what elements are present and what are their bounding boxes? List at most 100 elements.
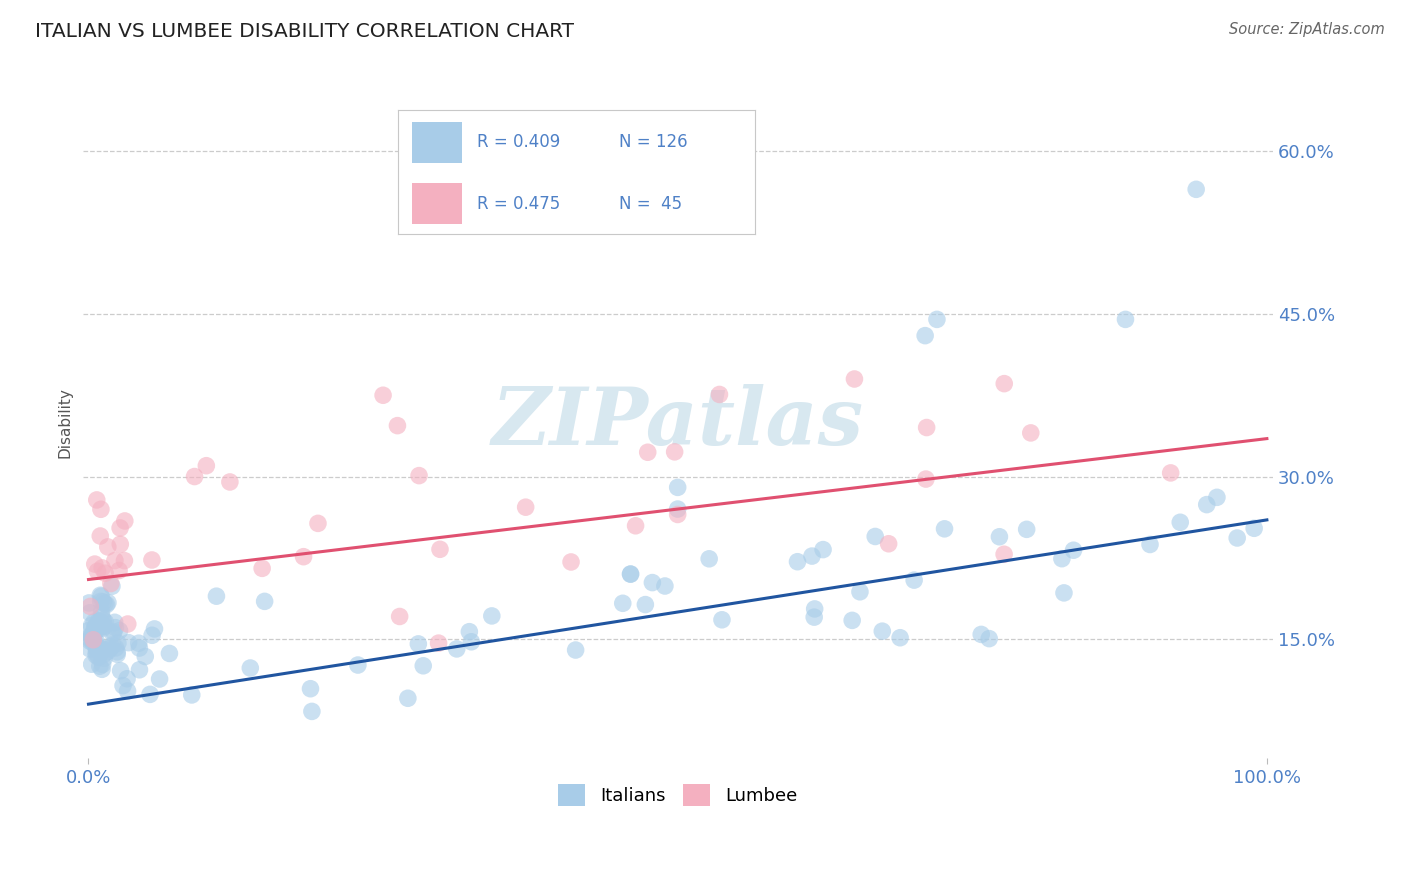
Point bbox=[86, 635, 108, 649]
Point bbox=[84, 621, 107, 635]
Point bbox=[371, 388, 394, 402]
Point bbox=[889, 631, 911, 645]
Point bbox=[93, 619, 115, 633]
Point bbox=[654, 579, 676, 593]
Point bbox=[301, 705, 323, 719]
Point bbox=[666, 502, 689, 516]
Point bbox=[91, 641, 114, 656]
Point bbox=[666, 480, 689, 494]
Point bbox=[841, 613, 863, 627]
Point bbox=[115, 672, 138, 686]
Point bbox=[108, 521, 131, 535]
Point bbox=[803, 602, 825, 616]
Point bbox=[219, 475, 242, 489]
Point bbox=[91, 595, 114, 609]
Point bbox=[619, 567, 641, 582]
Point bbox=[79, 599, 101, 614]
Point bbox=[1185, 182, 1208, 196]
Point bbox=[79, 632, 101, 647]
Point bbox=[1226, 531, 1249, 545]
Point bbox=[79, 641, 101, 656]
Point bbox=[148, 672, 170, 686]
Point bbox=[515, 500, 537, 515]
Point bbox=[89, 659, 111, 673]
Point bbox=[87, 640, 110, 655]
Point bbox=[143, 622, 166, 636]
Point bbox=[128, 663, 150, 677]
Point bbox=[83, 624, 105, 638]
Point bbox=[803, 610, 825, 624]
Point bbox=[87, 620, 110, 634]
Point bbox=[80, 618, 103, 632]
Point bbox=[993, 547, 1015, 561]
Point bbox=[624, 518, 647, 533]
Point bbox=[988, 530, 1011, 544]
Point bbox=[1053, 586, 1076, 600]
Point bbox=[1168, 516, 1191, 530]
Point bbox=[128, 640, 150, 655]
Point bbox=[427, 636, 450, 650]
Point bbox=[105, 645, 128, 659]
Point bbox=[91, 561, 114, 575]
Point bbox=[429, 542, 451, 557]
Point bbox=[979, 632, 1001, 646]
Point bbox=[1160, 466, 1182, 480]
Text: Source: ZipAtlas.com: Source: ZipAtlas.com bbox=[1229, 22, 1385, 37]
Point bbox=[86, 646, 108, 660]
Point bbox=[114, 514, 136, 528]
Point bbox=[396, 691, 419, 706]
Point bbox=[786, 555, 808, 569]
Point bbox=[412, 658, 434, 673]
Point bbox=[87, 614, 110, 628]
Point bbox=[80, 629, 103, 643]
Point bbox=[96, 598, 118, 612]
Point bbox=[117, 617, 139, 632]
Point bbox=[108, 564, 131, 578]
Point bbox=[83, 615, 105, 629]
Point bbox=[139, 687, 162, 701]
Point bbox=[91, 622, 114, 636]
Point bbox=[107, 636, 129, 650]
Point bbox=[1243, 521, 1265, 535]
Point bbox=[970, 627, 993, 641]
Point bbox=[79, 634, 101, 648]
Point bbox=[250, 561, 273, 575]
Point bbox=[619, 567, 641, 582]
Point bbox=[666, 508, 689, 522]
Point bbox=[1019, 425, 1042, 440]
Text: ITALIAN VS LUMBEE DISABILITY CORRELATION CHART: ITALIAN VS LUMBEE DISABILITY CORRELATION… bbox=[35, 22, 574, 41]
Point bbox=[86, 642, 108, 657]
Text: ZIPatlas: ZIPatlas bbox=[492, 384, 863, 461]
Point bbox=[77, 596, 100, 610]
Point bbox=[1139, 537, 1161, 551]
Point bbox=[83, 632, 105, 647]
Y-axis label: Disability: Disability bbox=[58, 387, 72, 458]
Point bbox=[94, 566, 117, 581]
Point bbox=[863, 529, 886, 543]
Point bbox=[84, 624, 107, 639]
Point bbox=[101, 638, 124, 652]
Point bbox=[86, 638, 108, 652]
Point bbox=[801, 549, 824, 563]
Point bbox=[1050, 551, 1073, 566]
Point bbox=[90, 644, 112, 658]
Point bbox=[408, 637, 430, 651]
Point bbox=[993, 376, 1015, 391]
Point bbox=[117, 635, 139, 649]
Point bbox=[934, 522, 956, 536]
Point bbox=[98, 641, 121, 656]
Legend: Italians, Lumbee: Italians, Lumbee bbox=[551, 777, 804, 814]
Point bbox=[697, 551, 720, 566]
Point bbox=[79, 606, 101, 620]
Point bbox=[110, 537, 132, 551]
Point bbox=[205, 589, 228, 603]
Point bbox=[104, 640, 127, 655]
Point bbox=[307, 516, 329, 531]
Point bbox=[80, 657, 103, 672]
Point bbox=[91, 657, 114, 672]
Point bbox=[89, 645, 111, 659]
Point bbox=[87, 650, 110, 665]
Point bbox=[91, 662, 114, 676]
Point bbox=[82, 627, 104, 641]
Point bbox=[141, 628, 163, 642]
